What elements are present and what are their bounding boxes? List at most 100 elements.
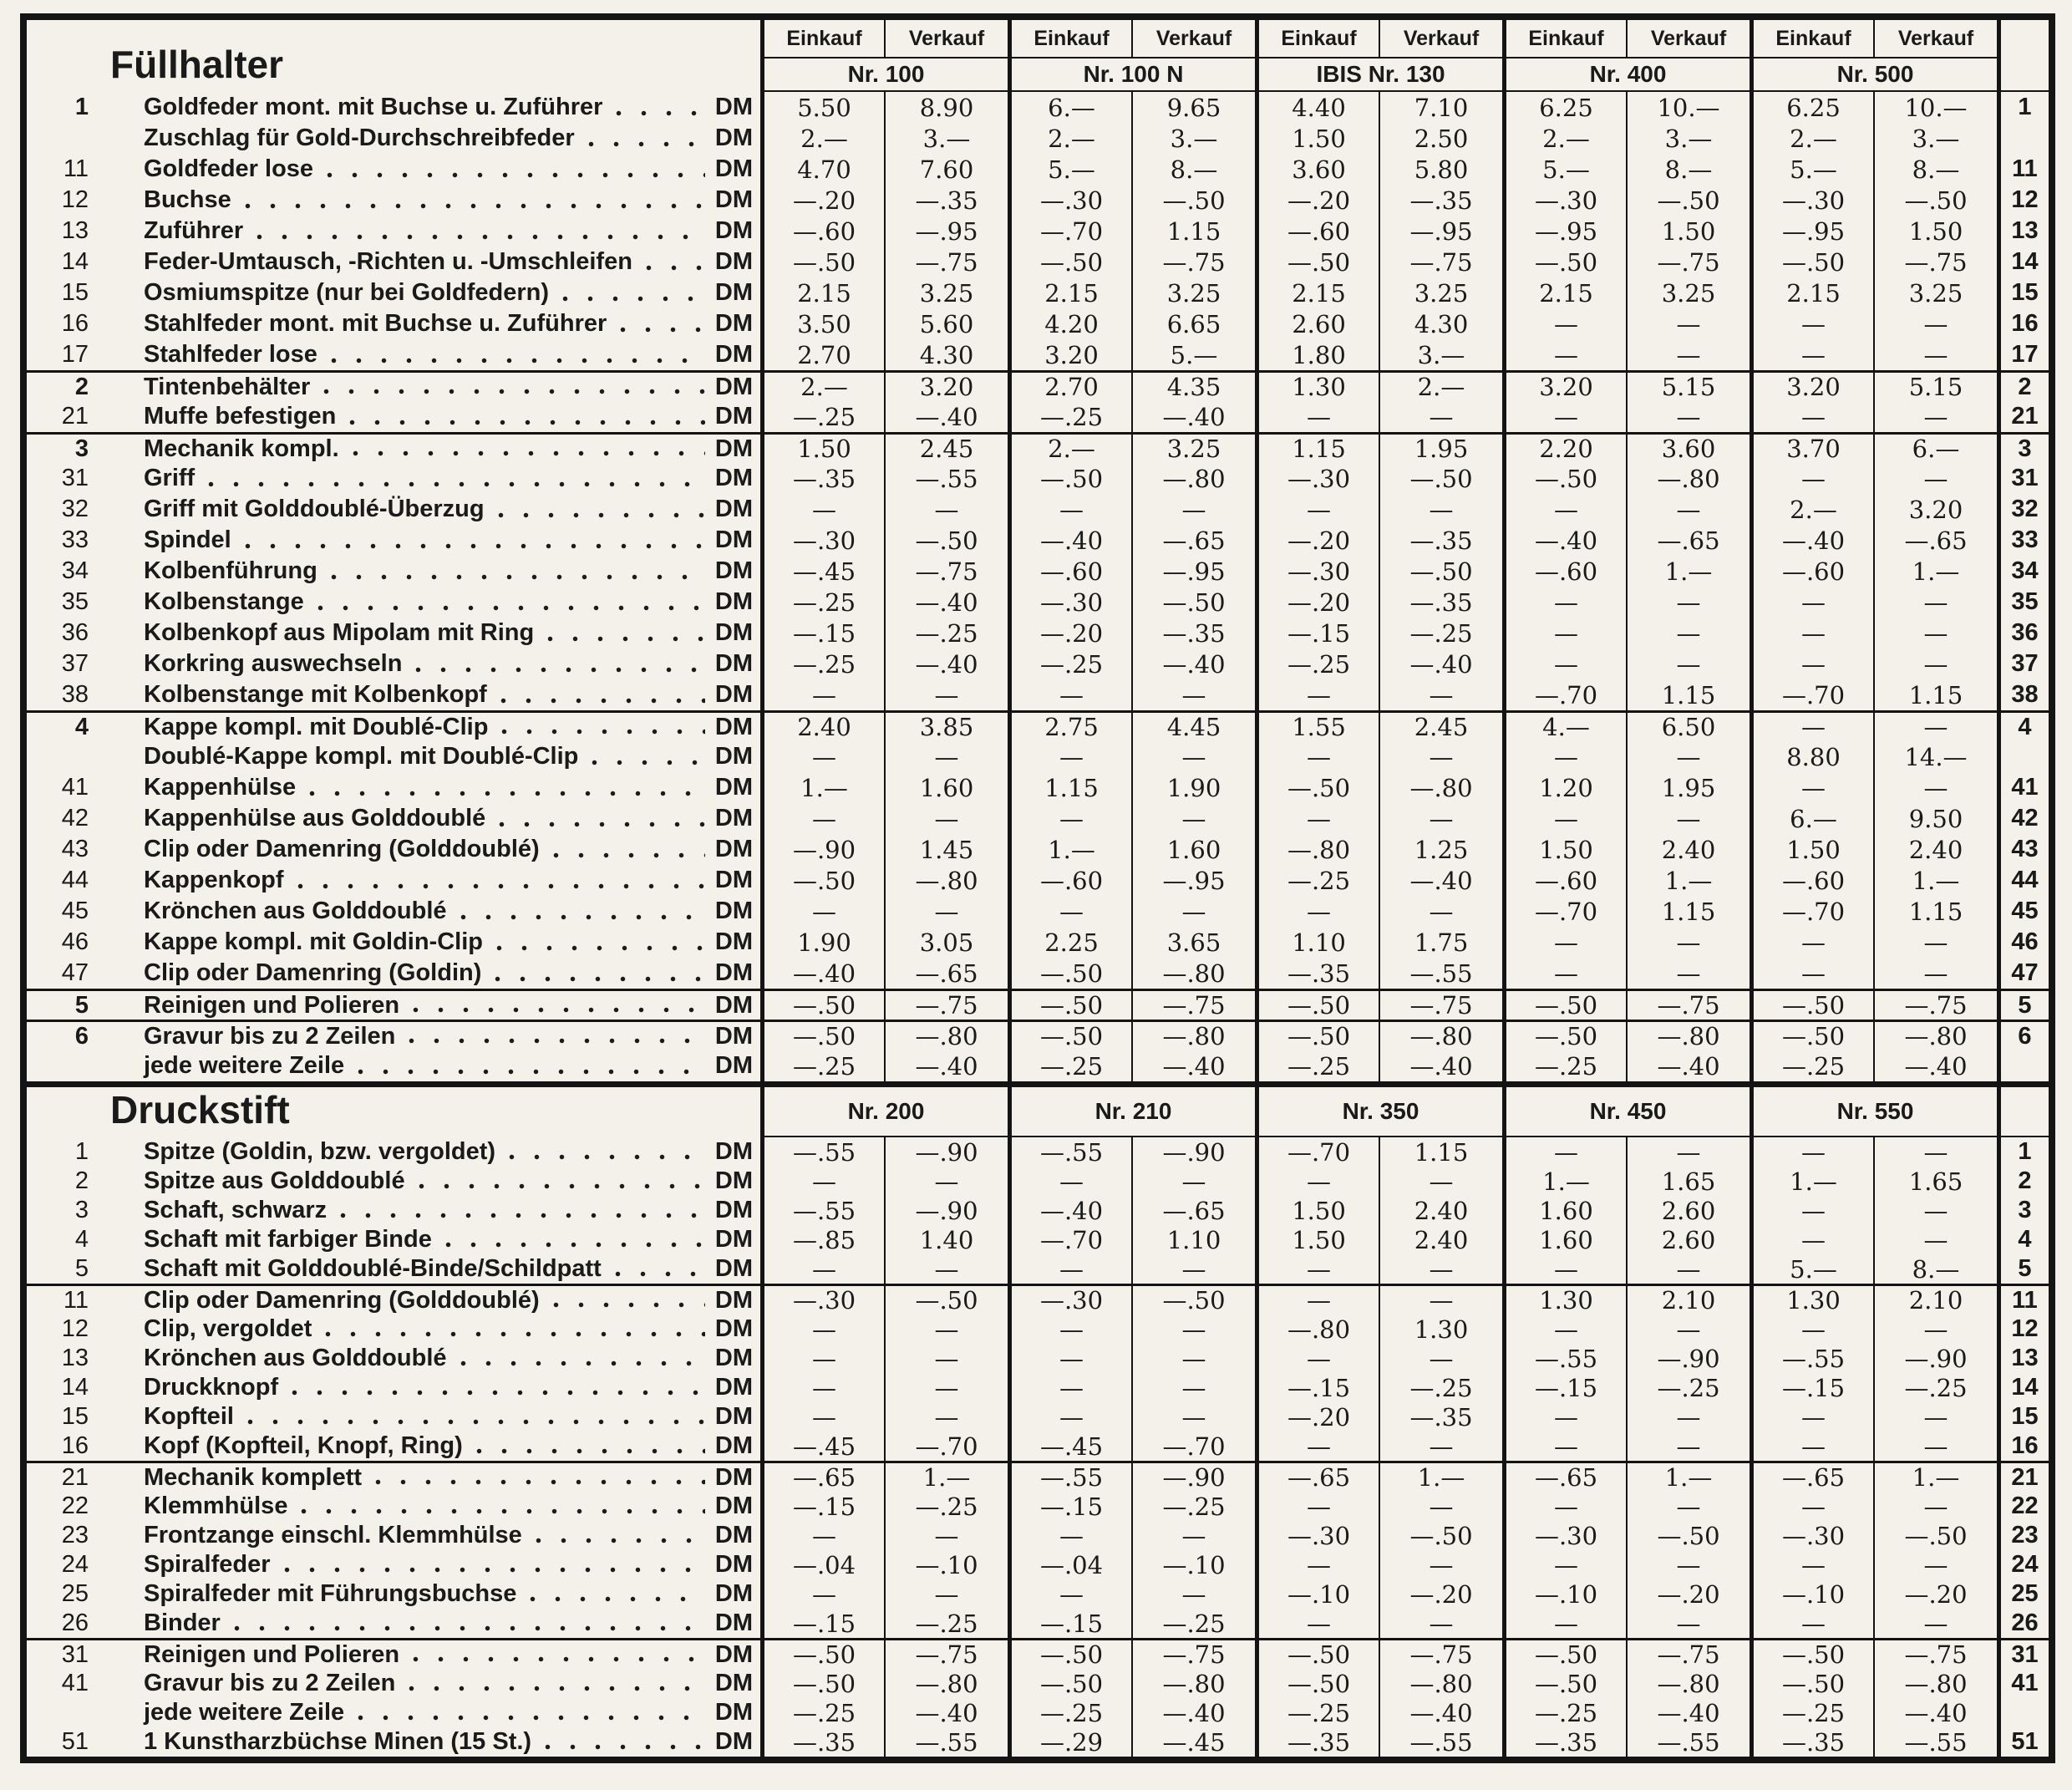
- price-cell: —.55: [1750, 1344, 1873, 1373]
- row-description: Kolbenführung DM: [100, 556, 760, 587]
- price-cell: —: [1873, 1137, 1997, 1167]
- price-cell: —: [1750, 1196, 1873, 1225]
- price-cell: —: [760, 741, 884, 772]
- price-cell: —.25: [760, 648, 884, 679]
- price-cell: —.04: [1008, 1550, 1131, 1579]
- row-label: Clip, vergoldet: [144, 1315, 312, 1342]
- row-number-left: 1: [74, 94, 89, 120]
- price-cell: —: [1255, 494, 1379, 525]
- row-description: Kopfteil DM: [100, 1402, 760, 1431]
- currency-unit-label: DM: [714, 836, 753, 862]
- price-cell: —: [1008, 1167, 1131, 1196]
- price-cell: —.30: [1008, 1284, 1131, 1315]
- price-cell: —.40: [884, 1050, 1008, 1081]
- price-cell: —: [1502, 401, 1626, 432]
- price-cell: —.60: [1502, 556, 1626, 587]
- row-number-left: 47: [61, 959, 89, 986]
- price-cell: —: [884, 1254, 1008, 1284]
- row-description: Reinigen und Polieren DM: [100, 989, 760, 1020]
- price-cell: —.40: [884, 401, 1008, 432]
- row-description: Kappe kompl. mit Doublé-Clip DM: [100, 710, 760, 741]
- price-cell: —: [1379, 803, 1502, 834]
- currency-unit-label: DM: [714, 217, 753, 244]
- price-cell: —.50: [1008, 1638, 1131, 1669]
- row-number-left: 6: [27, 1020, 100, 1050]
- price-cell: 1.55: [1255, 710, 1379, 741]
- price-cell: —.40: [1750, 525, 1873, 556]
- row-label: Kolbenkopf aus Mipolam mit Ring: [144, 619, 535, 646]
- price-cell: 1.30: [1255, 370, 1379, 401]
- row-number-right: 24: [1997, 1550, 2049, 1579]
- price-cell: —.80: [1379, 772, 1502, 803]
- price-cell: 6.—: [1750, 803, 1873, 834]
- price-cell: 2.15: [1008, 277, 1131, 308]
- price-cell: 1.30: [1502, 1284, 1626, 1315]
- row-description: Gravur bis zu 2 Zeilen DM: [100, 1669, 760, 1698]
- price-cell: —.50: [1255, 247, 1379, 277]
- price-cell: 3.25: [1873, 277, 1997, 308]
- row-number-left: 5: [27, 989, 100, 1020]
- price-cell: —.25: [1008, 648, 1131, 679]
- model-header: Nr. 500: [1750, 58, 1997, 92]
- price-cell: —: [1750, 1402, 1873, 1431]
- row-description: Goldfeder mont. mit Buchse u. Zuführer DM: [100, 92, 760, 123]
- price-cell: 2.10: [1873, 1284, 1997, 1315]
- row-number-right: 44: [1997, 865, 2049, 896]
- price-cell: —.25: [1255, 1698, 1379, 1727]
- row-label: Gravur bis zu 2 Zeilen: [144, 1670, 396, 1696]
- price-cell: —.35: [1750, 1727, 1873, 1757]
- row-description: Kappenhülse aus Golddoublé DM: [100, 803, 760, 834]
- row-description: Frontzange einschl. Klemmhülse DM: [100, 1521, 760, 1550]
- price-cell: —.75: [1873, 247, 1997, 277]
- price-cell: —.90: [884, 1137, 1008, 1167]
- price-cell: —: [1626, 1254, 1750, 1284]
- price-cell: 1.80: [1255, 339, 1379, 370]
- price-cell: 1.—: [1626, 1461, 1750, 1492]
- price-cell: 2.—: [1750, 494, 1873, 525]
- price-cell: —: [1873, 710, 1997, 741]
- row-description: Kappenhülse DM: [100, 772, 760, 803]
- price-cell: —.10: [1502, 1579, 1626, 1609]
- price-cell: —.35: [1379, 587, 1502, 618]
- price-cell: 7.10: [1379, 92, 1502, 123]
- price-cell: 5.15: [1873, 370, 1997, 401]
- price-cell: 4.—: [1502, 710, 1626, 741]
- price-cell: —: [1626, 618, 1750, 648]
- row-label: 1 Kunstharzbüchse Minen (15 St.): [144, 1728, 532, 1755]
- price-cell: 2.45: [884, 432, 1008, 463]
- row-number-left: 15: [61, 279, 89, 306]
- price-cell: 1.—: [884, 1461, 1008, 1492]
- price-cell: —: [1008, 741, 1131, 772]
- price-cell: —.25: [1626, 1373, 1750, 1402]
- price-cell: —.90: [1131, 1137, 1255, 1167]
- price-cell: 2.70: [1008, 370, 1131, 401]
- price-cell: —.50: [1008, 1669, 1131, 1698]
- price-cell: —.70: [1131, 1431, 1255, 1461]
- dot-leader: [562, 296, 705, 302]
- row-number-right: [1997, 1050, 2049, 1081]
- price-cell: —.35: [1255, 1727, 1379, 1757]
- row-description: Kopf (Kopfteil, Knopf, Ring) DM: [100, 1431, 760, 1461]
- price-cell: —.25: [1379, 618, 1502, 648]
- price-cell: —: [1626, 494, 1750, 525]
- price-cell: —.30: [1008, 587, 1131, 618]
- model-header: Nr. 100: [760, 58, 1008, 92]
- price-cell: 3.25: [1131, 432, 1255, 463]
- currency-unit-label: DM: [714, 588, 753, 615]
- price-cell: —: [760, 1344, 884, 1373]
- currency-unit-label: DM: [714, 928, 753, 955]
- model-header: Nr. 450: [1502, 1081, 1750, 1137]
- price-cell: —.15: [1255, 1373, 1379, 1402]
- header-corner-right: [1997, 20, 2049, 92]
- column-header-verkauf: Verkauf: [884, 20, 1008, 58]
- price-cell: —.50: [1255, 989, 1379, 1020]
- row-label: Clip oder Damenring (Goldin): [144, 959, 482, 986]
- price-cell: 5.80: [1379, 154, 1502, 185]
- price-cell: —.75: [884, 247, 1008, 277]
- price-cell: —: [1626, 648, 1750, 679]
- price-cell: —: [1502, 648, 1626, 679]
- price-cell: —.50: [1379, 556, 1502, 587]
- price-cell: —.40: [1502, 525, 1626, 556]
- price-cell: —: [1255, 1492, 1379, 1521]
- price-cell: —.55: [1502, 1344, 1626, 1373]
